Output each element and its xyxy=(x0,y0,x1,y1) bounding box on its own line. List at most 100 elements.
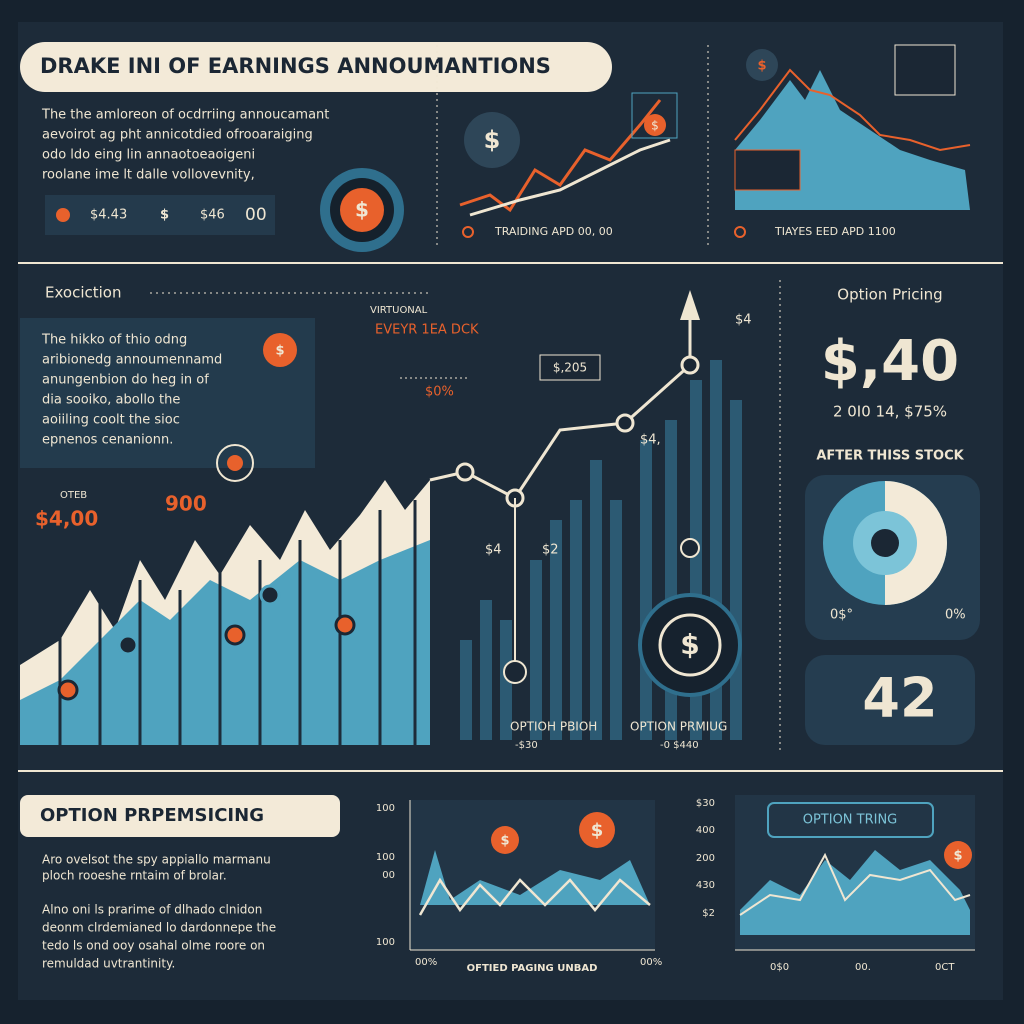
intro-lines-1: aevoirot ag pht annicotdied ofrooaraigin… xyxy=(42,128,313,143)
decoration-polyline xyxy=(459,99,662,213)
symbols-dollar: $ xyxy=(953,849,962,864)
decoration-circle xyxy=(680,355,700,375)
bottom-chart1-yticks-2: 00 xyxy=(382,870,395,881)
decoration-circle xyxy=(57,679,79,701)
intro-stats-0: $4.43 xyxy=(90,208,127,223)
symbols-dollar: $ xyxy=(651,119,659,133)
decoration-polyline xyxy=(418,877,651,916)
bottom-chart1-yticks-0: 100 xyxy=(376,803,395,814)
bottom-chart2-yticks-4: $2 xyxy=(702,908,715,919)
decoration-rect xyxy=(550,520,562,740)
pricing-left-pct: 0$° xyxy=(830,608,853,623)
decoration-rect xyxy=(730,400,742,740)
execution-tick2: $4, xyxy=(640,433,661,448)
decoration-polygon xyxy=(740,850,970,935)
decoration-circle xyxy=(644,114,666,136)
decoration-rect xyxy=(734,149,801,191)
decoration-circle xyxy=(263,333,297,367)
execution-small-left: $4 xyxy=(485,543,502,558)
bottom-chart1-yticks-1: 100 xyxy=(376,852,395,863)
decoration-rect xyxy=(570,500,582,740)
execution-lines-5: epnenos cenanionn. xyxy=(42,433,173,448)
bottom-chart1-x-0: 00% xyxy=(415,957,437,968)
decoration-rect xyxy=(590,460,602,740)
pricing-label: AFTER THISS STOCK xyxy=(816,449,964,464)
execution-small-mid: $2 xyxy=(542,543,559,558)
decoration-circle xyxy=(56,208,70,222)
bottom-chart2-yticks-2: 200 xyxy=(696,853,715,864)
execution-bottom1: OPTIOH PBIOH xyxy=(510,720,597,734)
decoration-circle xyxy=(579,812,615,848)
bottom-lines-1: ploch rooeshe rntaim of brolar. xyxy=(42,869,227,883)
intro-lines-3: roolane ime lt dalle vollovevnity, xyxy=(42,168,255,183)
execution-box: $,205 xyxy=(553,361,587,375)
decoration-polyline xyxy=(739,852,971,916)
intro-stats-2: $46 xyxy=(200,208,225,223)
decoration-circle xyxy=(340,188,384,232)
trading-caption: TRAIDING APD 00, 00 xyxy=(494,225,613,238)
bottom-chart2-yticks-0: $30 xyxy=(696,798,715,809)
pricing-right-pct: 0% xyxy=(945,608,966,623)
intro-stats-1: $ xyxy=(160,208,169,223)
decoration-polyline xyxy=(469,138,671,217)
decoration-rect xyxy=(631,92,678,139)
bottom-chart2-yticks-1: 400 xyxy=(696,825,715,836)
execution-event: EVEYR 1EA DCK xyxy=(375,323,479,338)
decoration-circle xyxy=(117,634,139,656)
decoration-rect xyxy=(500,620,512,740)
execution-price-left: $4,00 xyxy=(35,507,98,531)
intro-stats-3: 00 xyxy=(245,205,267,225)
decoration-circle xyxy=(734,226,746,238)
decoration-rect xyxy=(20,42,612,92)
decoration-circle xyxy=(227,455,243,471)
decoration-rect xyxy=(539,354,601,381)
decoration-circle xyxy=(334,614,356,636)
bottom-lines-2: Alno oni ls prarime of dlhado clnidon xyxy=(42,903,262,917)
decoration-polygon xyxy=(680,290,700,320)
execution-lines-0: The hikko of thio odng xyxy=(41,333,187,348)
decoration-polygon xyxy=(20,540,430,745)
bottom-lines-5: remuldad uvtrantinity. xyxy=(42,957,175,971)
bottom-title: OPTION PRPEMSICING xyxy=(40,805,264,826)
decoration-circle xyxy=(464,112,520,168)
bottom-chart2-x-0: 0$0 xyxy=(770,962,789,973)
bottom-chart2-x-1: 00. xyxy=(855,962,871,973)
decoration-rect xyxy=(767,802,934,838)
decoration-rect xyxy=(894,44,956,96)
decoration-circle xyxy=(944,841,972,869)
execution-tick: $4 xyxy=(735,313,752,328)
intro-lines-2: odo ldo eing lin annaotoeaoigeni xyxy=(42,148,255,163)
decoration-polyline xyxy=(734,68,971,152)
decoration-rect xyxy=(45,195,275,235)
decoration-polygon xyxy=(420,850,650,905)
decoration-circle xyxy=(871,529,899,557)
bottom-chart2-yticks-3: 430 xyxy=(696,880,715,891)
execution-label-left: OTEB xyxy=(60,490,87,501)
decoration-circle xyxy=(680,538,700,558)
decoration-rect xyxy=(610,500,622,740)
execution-lines-2: anungenbion do heg in of xyxy=(42,373,209,388)
decoration-rect xyxy=(480,600,492,740)
decoration-rect xyxy=(20,795,340,837)
symbols-dollar: $ xyxy=(680,628,699,661)
decoration-circle xyxy=(216,444,254,482)
decoration-circle xyxy=(462,226,474,238)
decoration-circle xyxy=(658,613,722,677)
bottom-chart1-yticks-3: 100 xyxy=(376,937,395,948)
execution-lines-3: dia sooiko, abollo the xyxy=(42,393,180,408)
decoration-circle xyxy=(224,624,246,646)
bottom-chart2-x-2: 0CT xyxy=(935,962,955,973)
decoration-circle xyxy=(746,49,778,81)
execution-price-mid: 900 xyxy=(165,492,207,516)
execution-pct: $0% xyxy=(425,385,454,400)
symbols-dollar: $ xyxy=(355,198,369,222)
execution-bottom2: OPTION PRMIUG xyxy=(630,720,727,734)
decoration-g xyxy=(58,500,417,745)
decoration-rect xyxy=(530,560,542,740)
execution-lines-1: aribionedg annoumennamd xyxy=(42,353,222,368)
bottom-chart2-title: OPTION TRING xyxy=(803,813,898,828)
pricing-price: $,40 xyxy=(821,329,959,394)
title: DRAKE INI OF EARNINGS ANNOUMANTIONS xyxy=(40,54,551,78)
